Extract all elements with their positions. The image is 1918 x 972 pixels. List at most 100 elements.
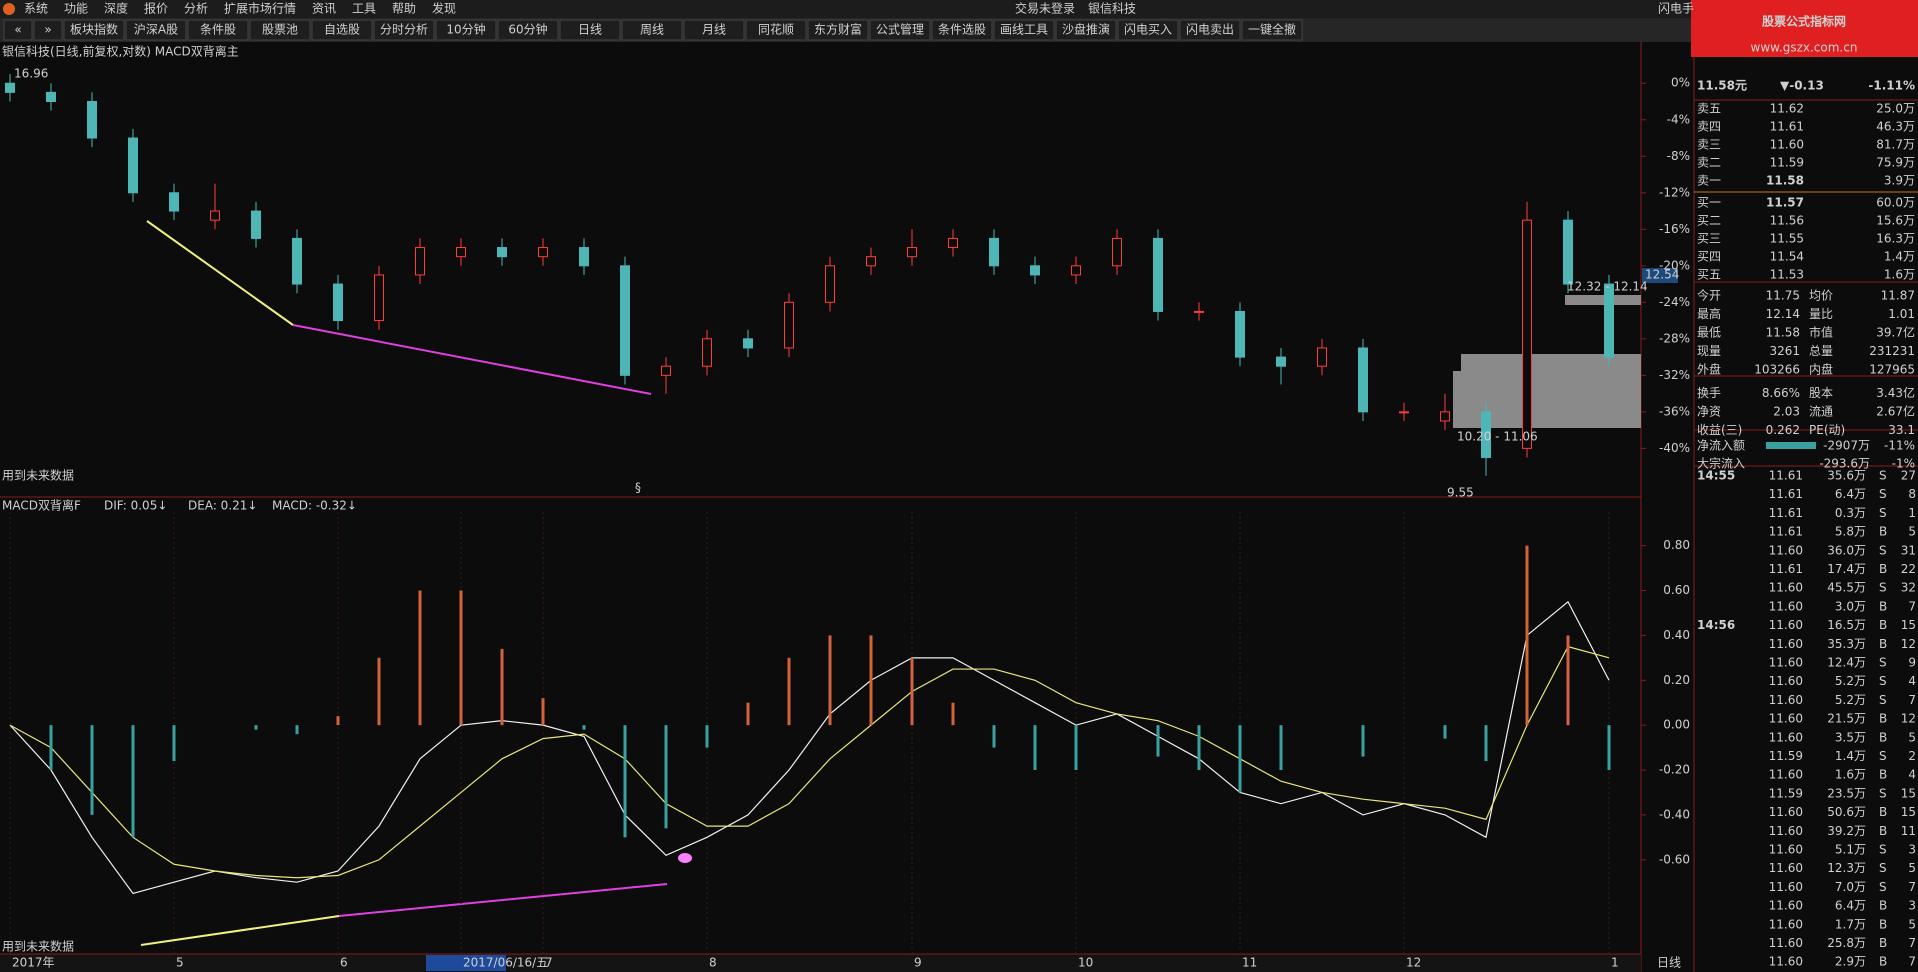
trade-volume: 36.0万 [1827, 543, 1866, 557]
candle-body [907, 247, 917, 258]
candle-body [1317, 347, 1327, 367]
candle-body [1440, 411, 1450, 422]
high-label: 16.96 [14, 67, 48, 81]
x-tick-label: 11 [1242, 956, 1257, 970]
book-price: 11.56 [1770, 214, 1804, 228]
tab[interactable] [683, 19, 745, 41]
menu-item[interactable]: 发现 [432, 1, 456, 16]
tab[interactable] [33, 19, 63, 41]
trade-side: S [1879, 880, 1887, 894]
menu-item[interactable]: 帮助 [392, 2, 416, 16]
flow-value: -2907万 [1823, 439, 1870, 453]
candle-body [1235, 310, 1245, 358]
tab-label[interactable]: 自选股 [324, 23, 360, 37]
tab[interactable] [621, 19, 683, 41]
tab[interactable] [187, 19, 249, 41]
watermark-title: 股票公式指标网 [1762, 14, 1846, 29]
tab[interactable] [869, 19, 931, 41]
tab-label[interactable]: 60分钟 [508, 22, 547, 37]
trade-volume: 1.4万 [1835, 749, 1866, 763]
tab-label[interactable]: 股票池 [262, 23, 298, 37]
trade-volume: 0.3万 [1835, 506, 1866, 520]
candle-body [1358, 347, 1368, 413]
menu-item[interactable]: 系统 [24, 2, 48, 16]
tab[interactable] [497, 19, 559, 41]
tab[interactable] [249, 19, 311, 41]
stat-label: 净资 [1697, 405, 1721, 419]
tab-label[interactable]: 月线 [702, 23, 726, 37]
tab-label[interactable]: « [14, 23, 21, 37]
stat-label: PE(动) [1809, 423, 1845, 437]
tab[interactable] [373, 19, 435, 41]
menu-item[interactable]: 分析 [184, 2, 208, 16]
y-tick-label: 0.80 [1663, 538, 1690, 552]
tab-label[interactable]: » [44, 23, 51, 37]
tab[interactable] [125, 19, 187, 41]
book-label: 买三 [1697, 232, 1721, 246]
tab-label[interactable]: 分时分析 [380, 23, 428, 37]
trade-volume: 3.0万 [1835, 599, 1866, 613]
tab-label[interactable]: 板块指数 [70, 22, 118, 37]
book-volume: 25.0万 [1876, 102, 1915, 116]
tab[interactable] [807, 19, 869, 41]
trade-volume: 16.5万 [1827, 618, 1866, 632]
trade-volume: 50.6万 [1827, 805, 1866, 819]
tab[interactable] [993, 19, 1055, 41]
macd-bar [828, 635, 832, 726]
divergence-line [146, 220, 294, 326]
tab-label[interactable]: 10分钟 [446, 22, 485, 37]
stat-label: 流通 [1809, 405, 1833, 419]
tab[interactable] [1117, 19, 1179, 41]
tab[interactable] [435, 19, 497, 41]
book-label: 卖一 [1697, 174, 1721, 188]
menu-item[interactable]: 报价 [144, 1, 168, 16]
trade-price: 11.60 [1769, 543, 1803, 557]
tab[interactable] [1055, 19, 1117, 41]
y-tick-label: -0.20 [1659, 763, 1690, 777]
y-tick-label: -12% [1659, 185, 1690, 199]
tab-label[interactable]: 条件股 [200, 23, 236, 37]
tab[interactable] [63, 19, 125, 41]
tab-label[interactable]: 一键全撤 [1248, 22, 1296, 37]
menu-item[interactable]: 功能 [64, 2, 88, 16]
tab-label[interactable]: 周线 [640, 23, 664, 37]
chart-title: 银信科技(日线,前复权,对数) MACD双背离主 [2, 44, 239, 59]
trade-count: 8 [1908, 487, 1916, 501]
tab-label[interactable]: 画线工具 [1000, 23, 1048, 37]
menu-item[interactable]: 扩展市场行情 [224, 1, 296, 16]
tab[interactable] [3, 19, 33, 41]
tab-label[interactable]: 闪电卖出 [1186, 23, 1234, 37]
indicator-readout: DEA: 0.21↓ [188, 499, 257, 513]
tab-label[interactable]: 同花顺 [758, 22, 794, 37]
tab-label[interactable]: 闪电买入 [1124, 23, 1172, 37]
tab[interactable] [745, 19, 807, 41]
y-tick-label: 0.00 [1663, 718, 1690, 732]
tab-label[interactable]: 东方财富 [814, 22, 862, 37]
tab[interactable] [311, 19, 373, 41]
trade-volume: 23.5万 [1827, 786, 1866, 800]
book-price: 11.60 [1770, 138, 1804, 152]
trade-volume: 17.4万 [1827, 562, 1866, 576]
book-price: 11.59 [1770, 156, 1804, 170]
tab-label[interactable]: 条件选股 [938, 23, 986, 37]
menu-item[interactable]: 深度 [104, 1, 128, 16]
trade-count: 7 [1908, 936, 1916, 950]
menu-item[interactable]: 工具 [352, 2, 376, 16]
tab[interactable] [559, 19, 621, 41]
trade-side: S [1879, 487, 1887, 501]
tab-label[interactable]: 日线 [578, 23, 602, 37]
tab-label[interactable]: 公式管理 [876, 22, 924, 37]
candle-body [46, 91, 56, 103]
candle-body [128, 137, 138, 194]
trade-price: 11.60 [1769, 861, 1803, 875]
tab-label[interactable]: 沪深A股 [134, 23, 178, 37]
chart-area [0, 42, 1641, 954]
book-label: 卖三 [1697, 138, 1721, 152]
menu-item[interactable]: 资讯 [312, 2, 336, 16]
tab[interactable] [931, 19, 993, 41]
book-price: 11.57 [1766, 196, 1804, 210]
trade-count: 4 [1908, 674, 1916, 688]
tab-label[interactable]: 沙盘推演 [1062, 22, 1110, 37]
tab[interactable] [1241, 19, 1303, 41]
tab[interactable] [1179, 19, 1241, 41]
